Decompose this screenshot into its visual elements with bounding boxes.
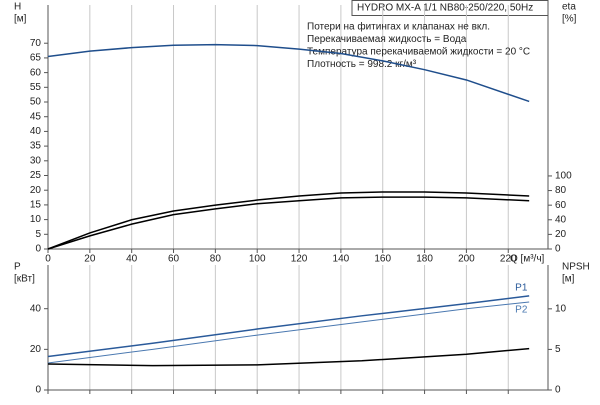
y-tick-label: 15 [30, 200, 42, 211]
curve [47, 295, 530, 358]
y-tick-label: 0 [35, 244, 41, 255]
y-tick-label: 0 [35, 385, 41, 396]
annotation: Температура перекачиваемой жидкости = 20… [307, 46, 530, 57]
y2-tick-label: 40 [555, 214, 567, 225]
x-tick-label: 80 [210, 254, 222, 265]
annotation: Плотность = 998.2 кг/м³ [307, 59, 417, 70]
y-tick-label: 70 [30, 38, 42, 49]
y2-axis-label: [%] [562, 14, 577, 25]
y2-tick-label: 100 [555, 171, 572, 182]
y-axis-label: P [14, 262, 21, 273]
y-tick-label: 60 [30, 67, 42, 78]
series-label: P2 [515, 305, 528, 316]
x-tick-label: 0 [45, 254, 51, 265]
y2-tick-label: 0 [555, 244, 561, 255]
curve [47, 301, 530, 364]
y-tick-label: 10 [30, 214, 42, 225]
y2-tick-label: 60 [555, 200, 567, 211]
x-tick-label: 60 [168, 254, 180, 265]
y2-tick-label: 0 [555, 385, 561, 396]
curve [47, 347, 530, 367]
x-tick-label: 40 [126, 254, 138, 265]
y2-tick-label: 10 [555, 303, 567, 314]
curve [47, 43, 530, 103]
annotation: Потери на фитингах и клапанах не вкл. [307, 21, 490, 33]
x-tick-label: 100 [249, 254, 266, 265]
y2-axis-label: [м] [562, 274, 575, 285]
x-tick-label: 200 [458, 254, 475, 265]
y-tick-label: 65 [30, 53, 42, 64]
chart-title: HYDRO MX-A 1/1 NB80-250/220, 50Hz [357, 3, 533, 14]
y-tick-label: 40 [30, 303, 42, 314]
y-tick-label: 45 [30, 111, 42, 122]
y2-axis-label: eta [562, 2, 576, 13]
curve [47, 196, 530, 250]
y-tick-label: 30 [30, 155, 42, 166]
y2-tick-label: 20 [555, 229, 567, 240]
x-axis-label: Q [м³/ч] [510, 254, 545, 265]
y-axis-label: [м] [14, 14, 27, 25]
x-tick-label: 180 [416, 254, 433, 265]
x-tick-label: 160 [374, 254, 391, 265]
x-tick-label: 20 [84, 254, 96, 265]
y-axis-label: [кВт] [14, 274, 35, 285]
x-tick-label: 140 [333, 254, 350, 265]
y-tick-label: 5 [35, 229, 41, 240]
y2-tick-label: 80 [555, 185, 567, 196]
y2-tick-label: 5 [555, 344, 561, 355]
y-tick-label: 35 [30, 141, 42, 152]
y-tick-label: 55 [30, 82, 42, 93]
y-tick-label: 20 [30, 344, 42, 355]
annotation: Перекачиваемая жидкость = Вода [307, 34, 467, 45]
y-tick-label: 20 [30, 185, 42, 196]
curve [47, 191, 530, 250]
y-tick-label: 40 [30, 126, 42, 137]
y-tick-label: 25 [30, 170, 42, 181]
y2-axis-label: NPSH [562, 262, 590, 273]
y-axis-label: H [14, 2, 21, 13]
x-tick-label: 120 [291, 254, 308, 265]
x-tick-label: 220 [500, 254, 517, 265]
series-label: P1 [515, 283, 528, 294]
y-tick-label: 50 [30, 97, 42, 108]
